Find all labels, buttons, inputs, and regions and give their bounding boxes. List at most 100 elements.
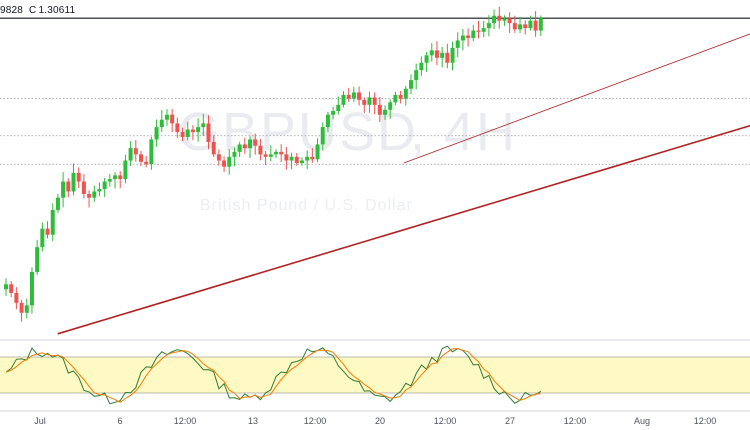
candle-body-21: [113, 175, 118, 180]
candle-body-59: [310, 156, 315, 160]
candle-body-101: [528, 20, 533, 29]
candle-body-54: [284, 154, 289, 161]
candle-body-34: [180, 132, 185, 138]
candle-body-5: [29, 271, 34, 306]
stochastic-pane: [0, 339, 750, 405]
candle-body-4: [24, 305, 29, 313]
candle-body-36: [190, 129, 195, 133]
candle-body-50: [263, 154, 268, 157]
candle-body-26: [138, 154, 143, 162]
candle-body-62: [325, 114, 330, 128]
candle-body-84: [440, 52, 445, 58]
candle-body-33: [175, 123, 180, 133]
stoch-d-line: [5, 348, 541, 403]
time-tick-label-6: 12:00: [434, 416, 457, 426]
candle-body-16: [87, 193, 92, 198]
candle-body-81: [424, 55, 429, 63]
candle-body-2: [14, 292, 19, 303]
candle-body-65: [341, 94, 346, 105]
candle-body-8: [45, 228, 50, 235]
candle-body-14: [76, 172, 81, 182]
time-tick-label-9: Aug: [634, 416, 650, 426]
candle-body-48: [253, 139, 258, 146]
candle-body-68: [357, 92, 362, 100]
candle-body-66: [346, 94, 351, 99]
close-value: 1.30611: [38, 5, 76, 16]
candle-body-32: [170, 114, 175, 124]
candle-body-19: [102, 181, 107, 189]
candle-body-10: [55, 197, 60, 211]
candle-body-20: [107, 179, 112, 182]
candle-body-72: [377, 104, 382, 115]
candle-body-56: [294, 156, 299, 164]
candle-body-15: [81, 181, 86, 194]
stoch-band: [0, 357, 750, 393]
watermark: GBPUSD , 4H British Pound / U.S. Dollar: [178, 102, 517, 214]
candle-body-31: [164, 114, 169, 120]
candle-body-47: [248, 139, 253, 149]
candle-body-51: [268, 154, 273, 157]
candle-body-24: [128, 148, 133, 161]
candle-body-42: [222, 160, 227, 167]
candle-body-39: [206, 123, 211, 142]
close-label: C: [29, 5, 37, 16]
candle-body-74: [388, 102, 393, 110]
candle-body-61: [320, 127, 325, 145]
candle-body-6: [35, 247, 40, 272]
candle-body-49: [258, 145, 263, 155]
time-tick-label-10: 12:00: [694, 416, 717, 426]
ohlc-readout: 9828 C 1.30611: [0, 5, 81, 16]
candle-body-45: [237, 144, 242, 152]
candle-body-40: [211, 141, 216, 155]
candle-body-78: [408, 80, 413, 89]
time-axis: Jul 6 12:00 13 12:00 20 12:00 27 12:00 Aug 12:00: [0, 410, 750, 426]
time-tick-label-0: Jul: [34, 416, 46, 426]
watermark-interval: , 4H: [410, 102, 517, 162]
candle-body-1: [9, 284, 14, 293]
candle-body-22: [118, 175, 123, 180]
time-tick-label-4: 12:00: [304, 416, 327, 426]
time-tick-label-1: 6: [117, 416, 122, 426]
candle-body-86: [450, 47, 455, 63]
candle-body-69: [362, 99, 367, 105]
candle-body-89: [466, 35, 471, 38]
candle-body-92: [481, 28, 486, 32]
candle-body-91: [476, 30, 481, 32]
candle-body-83: [434, 50, 439, 58]
time-tick-label-3: 13: [248, 416, 258, 426]
candle-body-64: [336, 104, 341, 112]
candle-body-44: [232, 151, 237, 157]
candle-body-85: [445, 52, 450, 63]
time-tick-label-7: 27: [505, 416, 515, 426]
candle-body-100: [523, 24, 528, 29]
trendlines[interactable]: [57, 16, 750, 335]
candle-body-95: [497, 15, 502, 21]
candle-body-90: [471, 30, 476, 38]
candle-body-17: [92, 191, 97, 198]
candle-body-55: [289, 156, 294, 161]
candle-body-102: [533, 20, 538, 31]
prev-value-fragment: 9828: [0, 5, 24, 16]
candle-body-96: [502, 18, 507, 21]
candle-body-58: [305, 156, 310, 161]
candle-body-23: [123, 160, 128, 180]
candle-body-46: [242, 144, 247, 149]
watermark-symbol: GBPUSD: [178, 102, 418, 162]
candle-body-98: [512, 23, 517, 30]
candle-body-60: [315, 144, 320, 160]
candle-body-80: [419, 62, 424, 71]
candle-body-52: [273, 151, 278, 155]
candle-body-7: [40, 228, 45, 248]
candle-body-30: [159, 119, 164, 128]
candle-body-53: [279, 151, 284, 155]
trendline-1[interactable]: [57, 111, 750, 335]
candle-body-76: [398, 94, 403, 99]
candle-body-0: [3, 284, 8, 290]
candle-body-38: [201, 123, 206, 128]
trendline-2[interactable]: [403, 16, 750, 164]
candle-body-103: [538, 18, 543, 31]
watermark-subtitle: British Pound / U.S. Dollar: [200, 197, 413, 214]
candle-body-67: [351, 92, 356, 99]
